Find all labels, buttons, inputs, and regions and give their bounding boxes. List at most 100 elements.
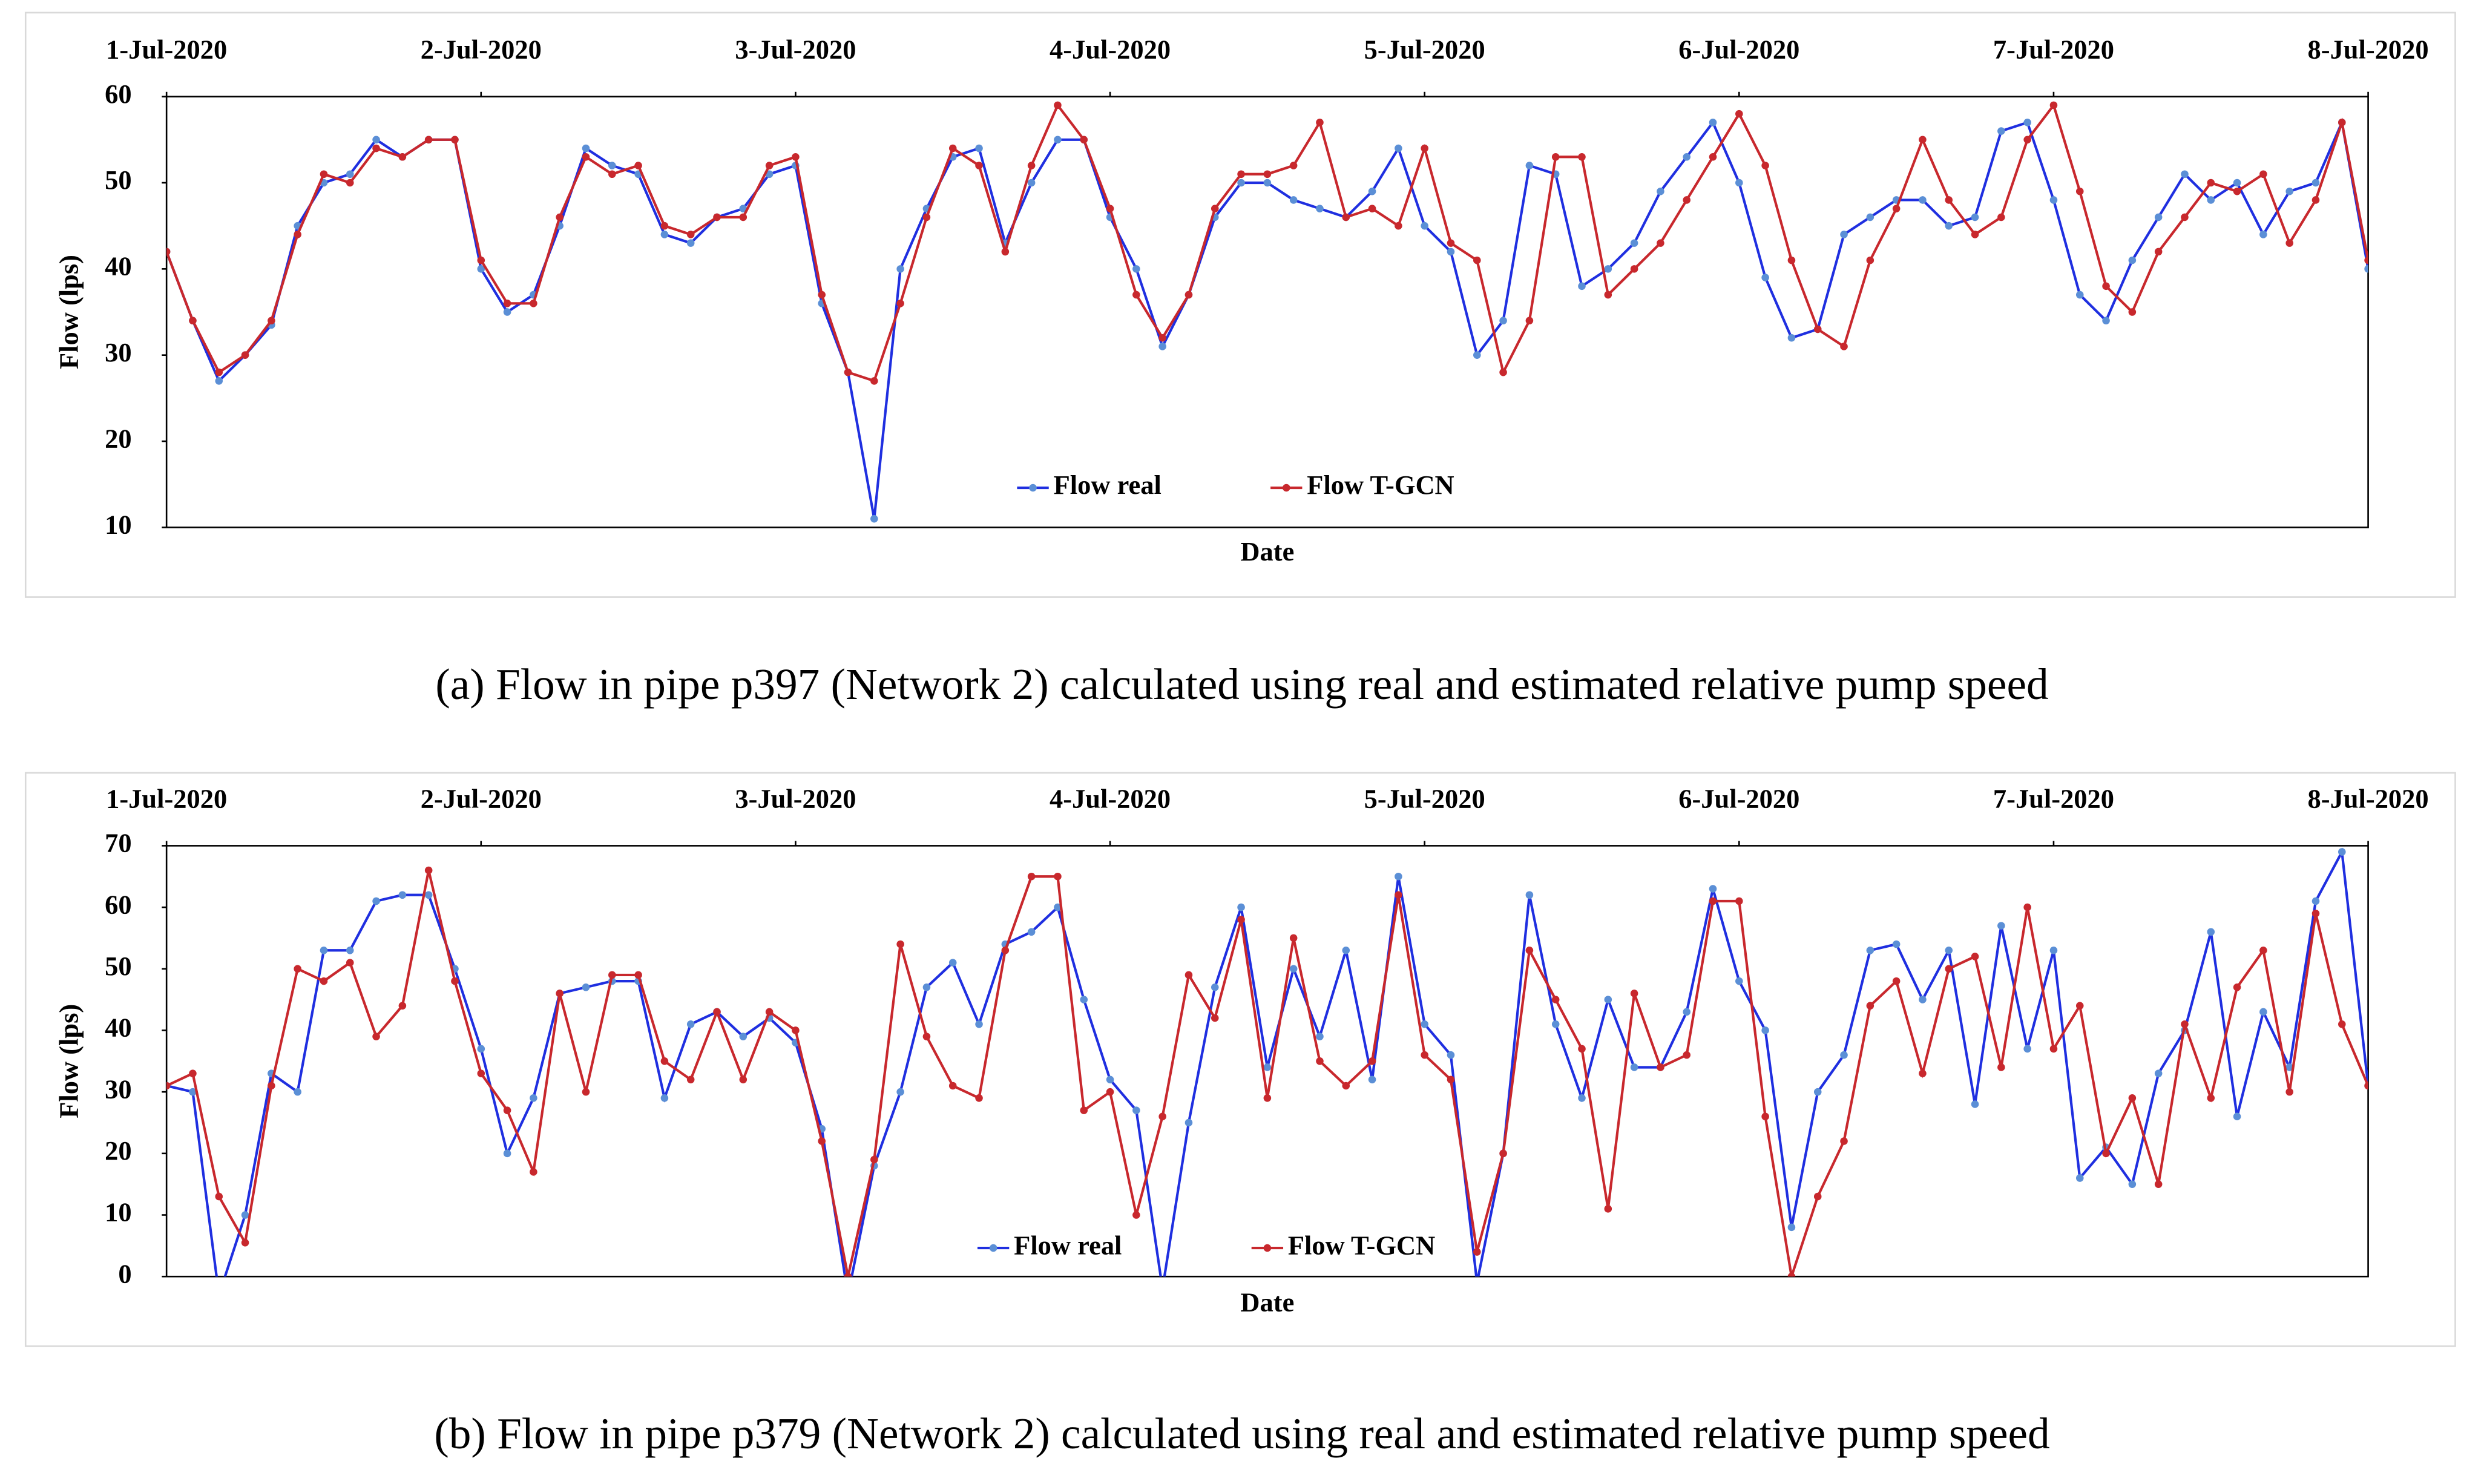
series-marker [686,239,695,247]
y-tick-label: 20 [105,1135,131,1166]
series-marker [424,891,433,899]
series-marker [948,144,957,153]
series-marker [294,1088,301,1096]
y-axis-label: Flow (lps) [53,255,84,369]
series-marker [1027,179,1036,187]
series-marker [1761,1026,1769,1034]
series-marker [2207,928,2215,936]
series-marker [1630,1063,1638,1071]
series-marker [2285,1063,2293,1071]
series-marker [1997,1063,2005,1071]
series-marker [1106,1075,1114,1084]
legend-label: Flow real [1014,1230,1122,1260]
series-marker [1132,1106,1140,1114]
series-marker [582,1088,590,1096]
series-marker [1709,885,1717,893]
series-marker [320,170,328,179]
series-marker [2075,1174,2084,1182]
series-marker [1919,196,1927,204]
series-marker [451,136,459,144]
series-marker [608,971,616,979]
series-marker [1473,1248,1481,1256]
plot-series [166,847,2368,1277]
series-marker [2233,187,2241,195]
series-marker [870,1155,878,1164]
series-marker [477,265,485,273]
series-marker [896,300,904,307]
series-marker [2128,256,2137,264]
series-marker [1735,977,1743,985]
series-marker [320,977,328,985]
y-tick-label: 50 [105,165,131,195]
series-marker [346,170,354,179]
series-marker [1604,265,1612,273]
series-marker [1892,940,1901,948]
legend-label: Flow T-GCN [1307,470,1454,500]
series-marker [1263,179,1272,187]
x-tick-label: 1-Jul-2020 [106,34,227,65]
series-marker [2128,1180,2137,1188]
series-marker [1499,368,1507,376]
series-marker [1027,162,1036,169]
series-marker [2049,1045,2058,1053]
x-tick-label: 6-Jul-2020 [1678,34,1799,65]
y-tick-label: 60 [105,889,131,919]
series-marker [346,946,354,954]
series-marker [1787,256,1796,264]
x-tick-label: 3-Jul-2020 [735,783,856,813]
series-marker [1054,101,1062,110]
series-marker [1945,946,1953,954]
series-marker [2207,196,2215,204]
series-marker [294,965,301,973]
series-marker [2049,196,2058,204]
series-marker [1761,162,1769,169]
series-marker [739,205,748,212]
series-marker [2338,1020,2346,1028]
y-tick-label: 10 [105,1197,131,1227]
series-marker [1158,1112,1166,1121]
series-marker [1578,1045,1586,1053]
y-tick-label: 40 [105,251,131,281]
series-marker [372,897,380,905]
series-marker [1001,248,1010,256]
series-marker [530,1168,537,1176]
series-marker [1997,213,2005,222]
series-marker [1447,1051,1455,1059]
series-marker [398,153,407,161]
series-marker [2259,170,2267,179]
series-marker [1368,1057,1376,1065]
series-marker [1840,1051,1848,1059]
series-line [166,847,2368,1277]
series-marker [1421,222,1428,230]
series-marker [1499,1149,1507,1158]
series-marker [556,213,564,222]
series-marker [1421,1020,1428,1028]
series-marker [215,377,223,385]
series-marker [530,1094,537,1102]
series-marker [1316,205,1324,212]
series-marker [1316,119,1324,126]
x-tick-label: 8-Jul-2020 [2308,783,2429,813]
series-marker [1709,897,1717,905]
x-tick-label: 4-Jul-2020 [1050,34,1171,65]
y-tick-label: 10 [105,510,131,540]
series-marker [1945,965,1953,973]
series-marker [424,136,433,144]
series-marker [372,144,380,153]
series-marker [765,1008,774,1016]
series-marker [1211,983,1219,991]
series-marker [948,959,957,967]
series-marker [2285,239,2293,247]
legend-marker [1263,1244,1272,1252]
series-marker [660,231,669,238]
series-marker [1709,119,1717,126]
series-marker [1525,891,1534,899]
series-marker [1054,136,1062,144]
series-marker [1525,946,1534,954]
series-marker [1551,153,1560,161]
series-marker [1237,179,1245,187]
series-marker [1892,977,1901,985]
series-marker [1997,922,2005,930]
series-marker [2338,848,2346,856]
series-marker [713,1008,721,1016]
